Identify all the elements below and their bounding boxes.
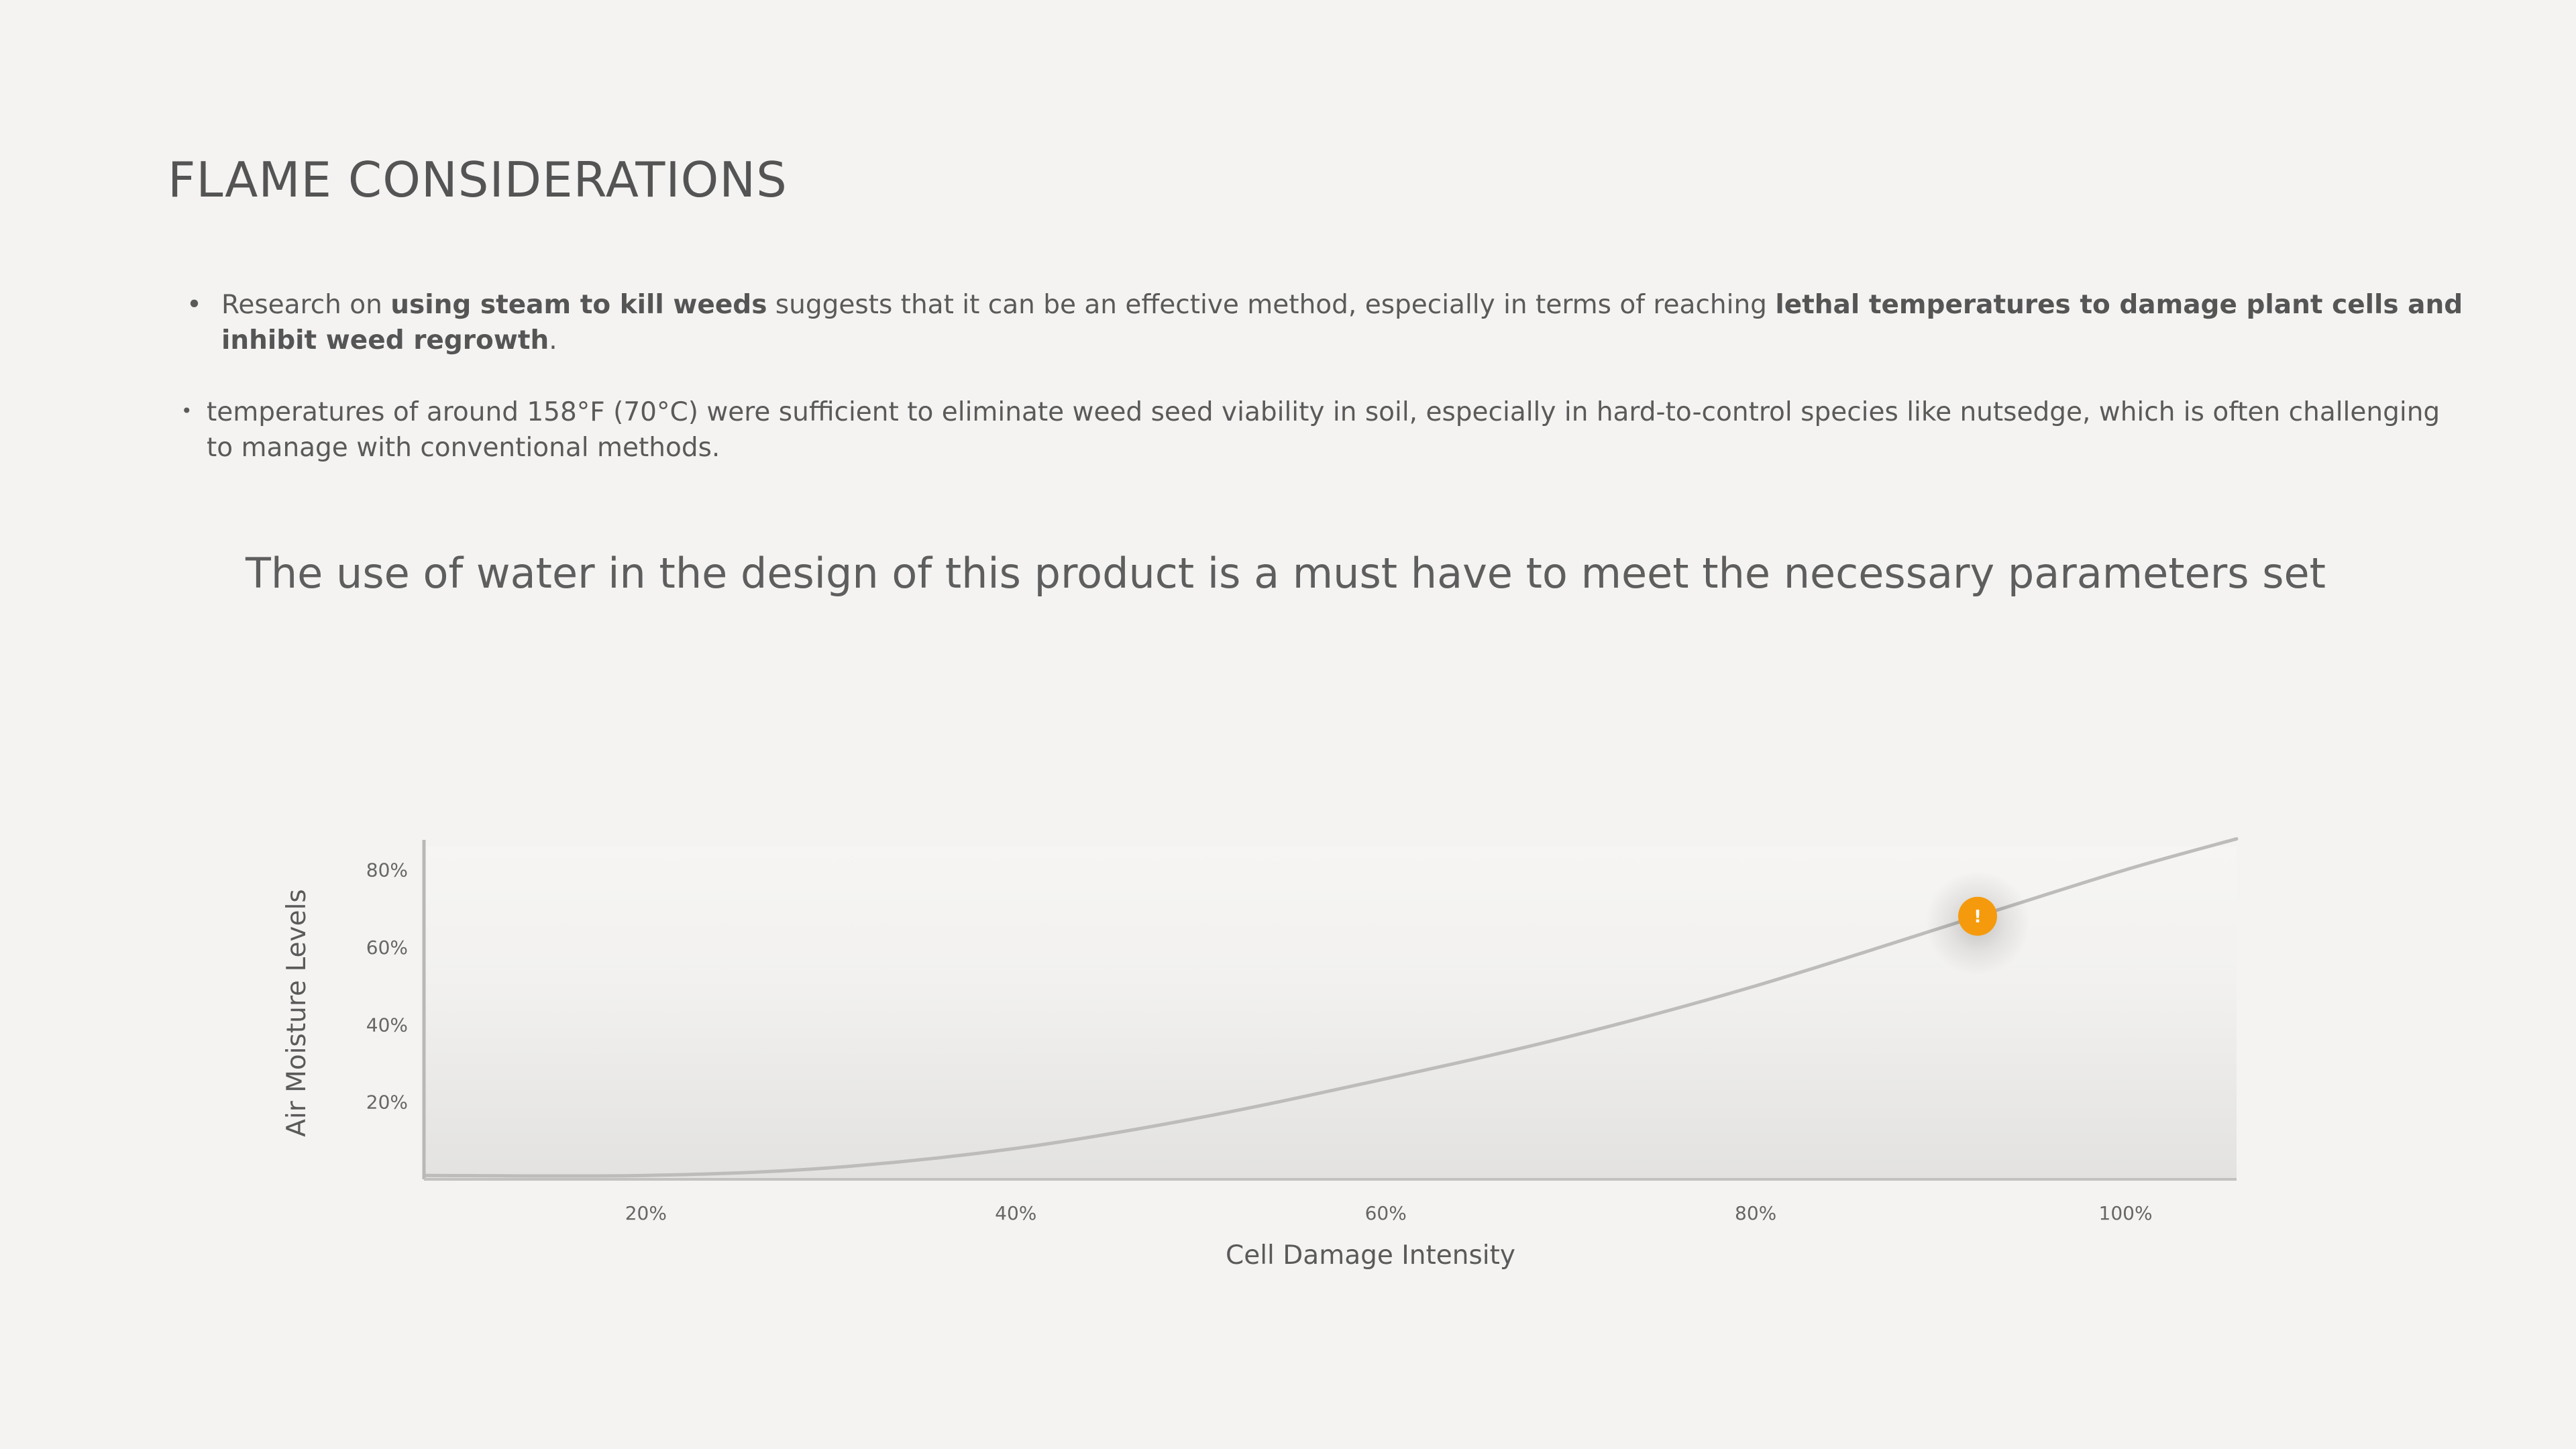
- bullet-temperature-finding: • temperatures of around 158°F (70°C) we…: [181, 394, 2474, 466]
- bullet-steam-research: • Research on using steam to kill weeds …: [186, 287, 2475, 358]
- x-tick-label: 40%: [995, 1202, 1036, 1224]
- y-axis-title: Air Moisture Levels: [282, 889, 312, 1136]
- bullet-text-part: Research on: [221, 290, 391, 320]
- bullet-text-part: suggests that it can be an effective met…: [767, 290, 1776, 320]
- bullet-emphasis: using steam to kill weeds: [390, 290, 767, 320]
- y-tick-label: 60%: [366, 936, 408, 959]
- y-tick-label: 80%: [366, 859, 408, 881]
- slide-title: FLAME CONSIDERATIONS: [168, 152, 788, 208]
- bullet-marker: •: [181, 400, 193, 422]
- bullet-emphasis: lethal temperatures to damage plant cell…: [221, 290, 2463, 356]
- highlight-marker: [1958, 896, 1997, 936]
- y-tick-label: 40%: [366, 1014, 408, 1036]
- x-tick-label: 100%: [2099, 1202, 2153, 1224]
- warning-icon: !: [1974, 907, 1982, 927]
- bullet-text-part: .: [549, 325, 557, 356]
- bullet-text-part: temperatures of around 158°F (70°C) were…: [207, 397, 2440, 463]
- y-tick-label: 20%: [366, 1091, 408, 1114]
- x-axis-title: Cell Damage Intensity: [1226, 1240, 1515, 1271]
- bullet-marker: •: [186, 290, 203, 320]
- x-tick-label: 20%: [625, 1202, 667, 1224]
- x-tick-label: 60%: [1365, 1202, 1407, 1224]
- callout-statement: The use of water in the design of this p…: [246, 549, 2326, 598]
- x-tick-label: 80%: [1735, 1202, 1776, 1224]
